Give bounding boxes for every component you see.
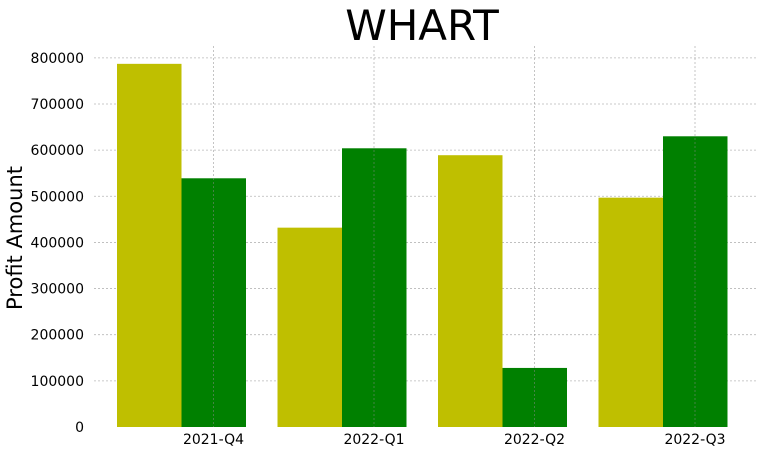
x-axis-ticks: 2021-Q4 2022-Q1 2022-Q2 2022-Q3	[183, 432, 726, 448]
y-axis-ticks: 0 100000 200000 300000 400000 500000 600000 700…	[31, 51, 84, 436]
chart-title: WHART	[345, 1, 499, 50]
y-axis-label: Profit Amount	[3, 166, 27, 310]
y-tick-label: 100000	[31, 374, 84, 390]
y-tick-label: 500000	[31, 189, 84, 205]
bars	[117, 64, 728, 427]
bar-series-1-2021-Q4	[117, 64, 182, 427]
y-tick-label: 300000	[31, 282, 84, 298]
y-tick-label: 0	[75, 420, 84, 436]
y-tick-label: 200000	[31, 328, 84, 344]
x-tick-label: 2022-Q3	[664, 432, 725, 448]
y-tick-label: 400000	[31, 235, 84, 251]
y-tick-label: 800000	[31, 51, 84, 67]
x-tick-label: 2022-Q2	[504, 432, 565, 448]
y-tick-label: 600000	[31, 143, 84, 159]
bar-series-1-2022-Q3	[599, 198, 664, 427]
bar-series-1-2022-Q1	[278, 228, 343, 427]
y-tick-label: 700000	[31, 97, 84, 113]
x-tick-label: 2022-Q1	[343, 432, 404, 448]
bar-series-1-2022-Q2	[438, 155, 503, 427]
x-tick-label: 2021-Q4	[183, 432, 244, 448]
